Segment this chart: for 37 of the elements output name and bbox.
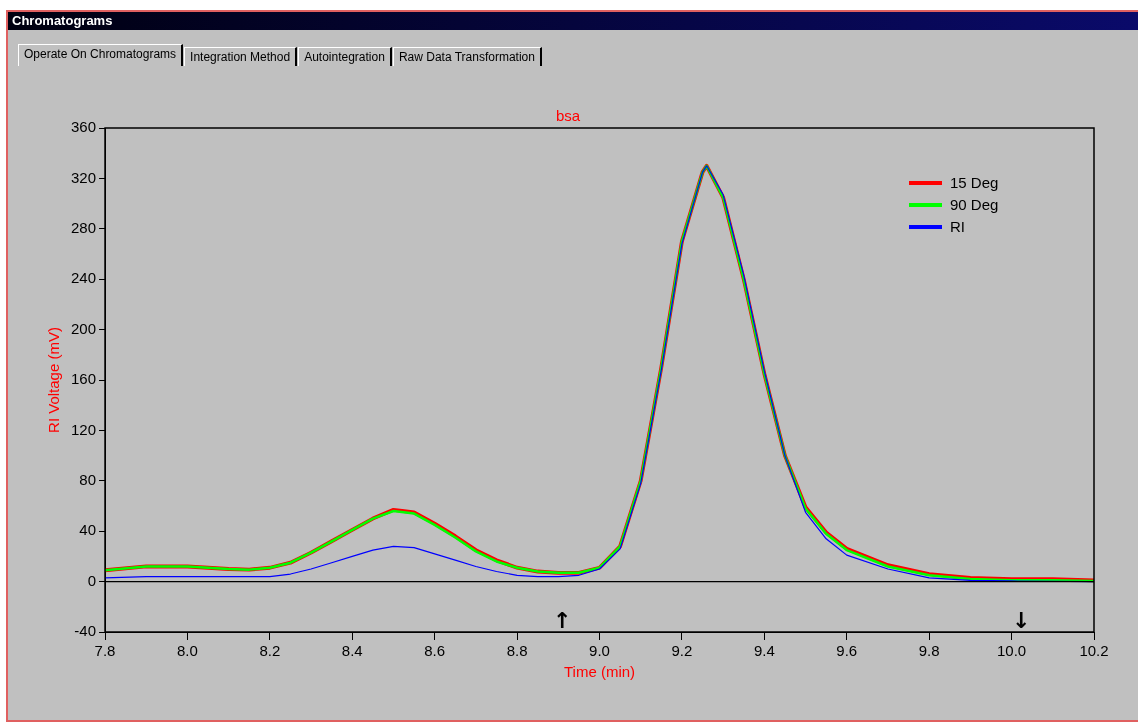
x-tick-label: 9.6	[836, 642, 858, 660]
x-tick-label: 9.4	[753, 642, 775, 660]
legend-label: RI	[950, 218, 965, 236]
x-tick-label: 9.2	[671, 642, 693, 660]
text: Autointegration	[298, 47, 392, 66]
x-tick-label: 7.8	[94, 642, 116, 660]
y-axis-title: RI Voltage (mV)	[45, 327, 63, 433]
x-tick-label: 9.8	[918, 642, 940, 660]
legend-label: 15 Deg	[950, 174, 999, 192]
x-tick-label: 8.4	[341, 642, 363, 660]
x-tick-label: 8.8	[506, 642, 528, 660]
x-tick-label: 8.6	[424, 642, 446, 660]
text: Integration Method	[184, 47, 298, 66]
x-axis-title: Time (min)	[563, 663, 636, 681]
y-tick-label: 160	[71, 370, 97, 388]
legend-label: 90 Deg	[950, 196, 999, 214]
x-tick-label: 10.2	[1079, 642, 1109, 660]
y-tick-label: 120	[71, 420, 97, 438]
x-tick-label: 8.2	[259, 642, 281, 660]
x-tick-label: 9.0	[589, 642, 610, 660]
y-tick-label: 0	[87, 571, 97, 589]
y-tick-label: 240	[71, 269, 97, 287]
text: Chromatograms	[8, 12, 1138, 30]
annotation: ↑	[553, 608, 572, 633]
x-tick-label: 8.0	[177, 642, 198, 660]
y-tick-label: 80	[79, 470, 97, 488]
chart-title: bsa	[555, 107, 581, 125]
y-tick-label: -40	[74, 622, 97, 640]
text: Raw Data Transformation	[392, 47, 542, 66]
annotation: ↓	[1012, 608, 1031, 633]
y-tick-label: 280	[71, 218, 97, 236]
text: Operate On Chromatograms	[18, 44, 184, 66]
y-tick-label: 200	[71, 319, 97, 337]
x-tick-label: 10.0	[996, 642, 1027, 660]
y-tick-label: 40	[79, 521, 97, 539]
y-tick-label: 320	[71, 168, 97, 186]
y-tick-label: 360	[71, 118, 97, 136]
